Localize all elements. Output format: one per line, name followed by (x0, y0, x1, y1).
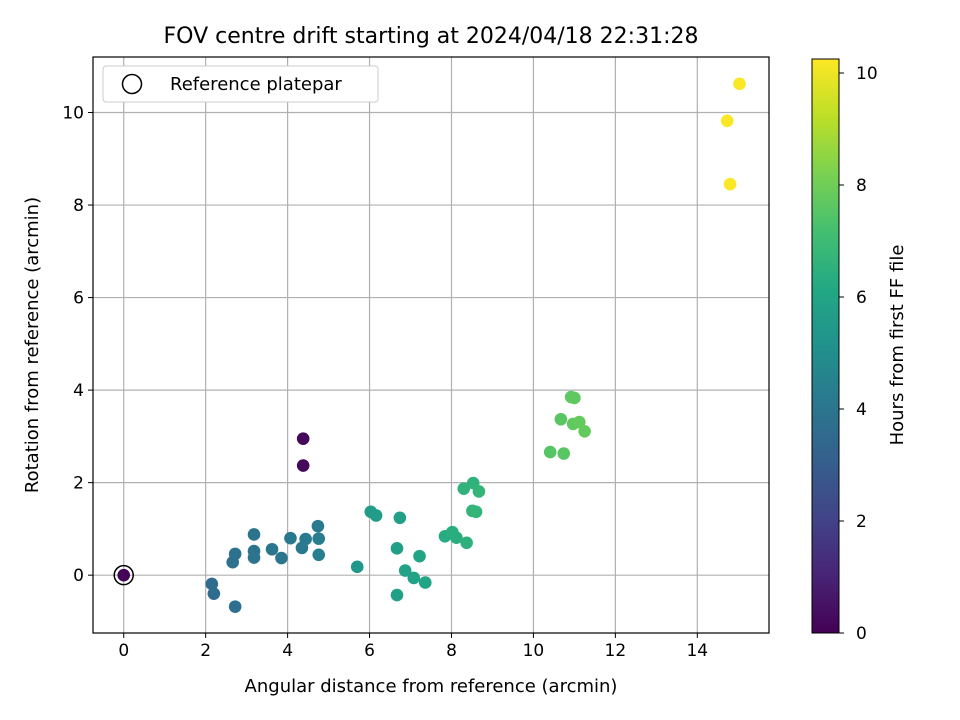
scatter-point (247, 551, 261, 564)
scatter-point (472, 485, 486, 498)
scatter-point (720, 114, 734, 128)
scatter-point (557, 447, 571, 460)
colorbar-label: Hours from first FF file (887, 245, 908, 446)
scatter-point (228, 600, 242, 613)
scatter-point (284, 531, 297, 545)
chart-title: FOV centre drift starting at 2024/04/18 … (164, 24, 699, 49)
legend: Reference platepar (102, 65, 379, 103)
colorbar-tick-label: 8 (856, 176, 867, 196)
scatter-point (568, 391, 581, 405)
scatter-point (390, 588, 404, 602)
colorbar-ticks: 0 2 4 6 8 10 (839, 64, 878, 644)
x-axis-ticks: 0 2 4 6 8 10 12 14 (118, 633, 708, 661)
colorbar-tick-label: 2 (856, 512, 867, 532)
scatter-point (299, 532, 312, 546)
y-axis-ticks: 0 2 4 6 8 10 (62, 104, 93, 586)
scatter-point (207, 587, 221, 600)
y-axis-label: Rotation from reference (arcmin) (22, 197, 43, 493)
scatter-point (247, 528, 261, 541)
colorbar-tick-label: 0 (856, 624, 867, 644)
scatter-point (390, 542, 404, 555)
y-tick-label: 8 (73, 196, 84, 216)
x-tick-label: 4 (282, 641, 293, 661)
scatter-point (450, 531, 463, 544)
scatter-point (733, 77, 746, 91)
x-axis-label: Angular distance from reference (arcmin) (245, 676, 618, 697)
scatter-point (228, 547, 242, 561)
scatter-point (418, 576, 432, 589)
x-tick-label: 8 (446, 641, 457, 661)
colorbar-tick-label: 4 (856, 400, 867, 420)
scatter-points (113, 77, 746, 613)
x-tick-label: 6 (364, 641, 375, 661)
scatter-point (398, 564, 412, 577)
legend-reference-marker (121, 73, 143, 95)
y-tick-label: 0 (73, 566, 84, 586)
scatter-point (578, 424, 591, 438)
gridlines (93, 57, 769, 633)
scatter-point (723, 177, 737, 191)
x-tick-label: 12 (605, 641, 627, 661)
scatter-point (205, 577, 219, 591)
y-tick-label: 2 (73, 474, 84, 494)
y-tick-label: 10 (62, 104, 84, 124)
scatter-point (407, 571, 421, 585)
legend-box (102, 65, 379, 103)
legend-entry-label: Reference platepar (170, 74, 342, 95)
scatter-point (296, 432, 310, 445)
x-tick-label: 10 (523, 641, 545, 661)
reference-platepar-marker (113, 564, 134, 586)
scatter-point (312, 548, 326, 562)
scatter-point (117, 568, 131, 582)
scatter-point (469, 505, 483, 519)
y-tick-label: 6 (73, 289, 84, 309)
scatter-point (350, 560, 364, 574)
scatter-point (413, 549, 426, 563)
scatter-point (543, 445, 557, 459)
scatter-point (457, 482, 471, 495)
scatter-point (460, 536, 473, 550)
scatter-point (311, 519, 325, 533)
x-tick-label: 2 (200, 641, 211, 661)
colorbar-tick-label: 6 (856, 288, 867, 308)
y-tick-label: 4 (73, 381, 84, 401)
colorbar-tick-label: 10 (856, 64, 878, 84)
x-tick-label: 14 (686, 641, 708, 661)
x-tick-label: 0 (118, 641, 129, 661)
scatter-point (369, 509, 383, 522)
scatter-point (393, 511, 407, 525)
scatter-point (265, 542, 279, 556)
scatter-point (573, 415, 586, 429)
scatter-point (275, 551, 288, 565)
colorbar (811, 58, 840, 634)
scatter-point (554, 412, 568, 426)
scatter-point (312, 532, 326, 545)
scatter-point (296, 459, 310, 472)
plot-frame (92, 56, 770, 634)
